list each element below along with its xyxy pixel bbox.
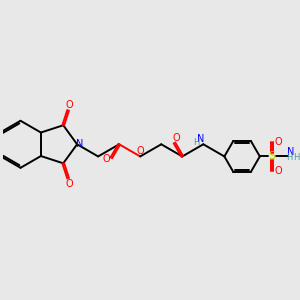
Text: N: N (76, 139, 83, 149)
Text: N: N (197, 134, 205, 144)
Text: O: O (136, 146, 144, 156)
Text: S: S (268, 152, 275, 161)
Text: O: O (66, 179, 74, 189)
Text: O: O (274, 166, 282, 176)
Text: H: H (286, 153, 292, 162)
Text: O: O (66, 100, 74, 110)
Text: O: O (172, 133, 180, 143)
Text: H: H (193, 138, 200, 147)
Text: O: O (102, 154, 110, 164)
Text: H: H (293, 153, 299, 162)
Text: O: O (274, 136, 282, 147)
Text: N: N (287, 147, 295, 157)
